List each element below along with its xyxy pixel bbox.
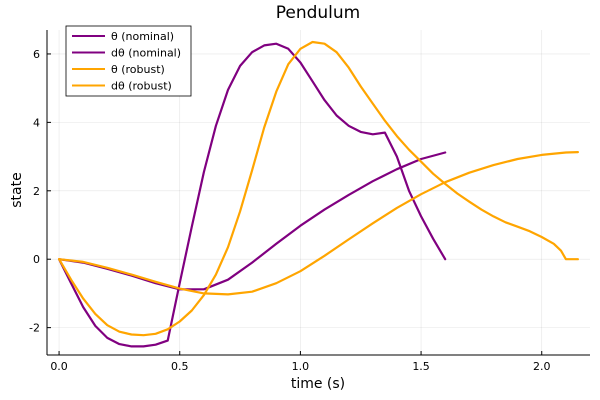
legend-entry: θ (nominal) [111,30,174,43]
x-tick-label: 2.0 [533,360,551,373]
y-tick-label: 2 [33,185,40,198]
y-tick-label: 6 [33,48,40,61]
x-tick-label: 0.0 [50,360,68,373]
axes [46,30,590,356]
y-tick-label: 4 [33,116,40,129]
x-tick-label: 1.0 [292,360,310,373]
series-line-2 [58,42,447,348]
ticks: 0.0 0.5 1.0 1.5 2.0 -2 0 2 4 6 [29,48,550,373]
y-tick-label: 0 [33,253,40,266]
y-axis-label: state [9,172,25,207]
series-line-3 [58,151,579,296]
legend-entry: dθ (nominal) [111,47,181,60]
x-tick-label: 0.5 [171,360,189,373]
x-axis-label: time (s) [291,376,345,392]
legend-entry: θ (robust) [111,63,165,76]
chart-title: Pendulum [276,3,361,23]
series-group [58,40,579,348]
x-tick-label: 1.5 [412,360,430,373]
legend: θ (nominal) dθ (nominal) θ (robust) dθ (rob… [65,25,192,97]
series-line-4 [58,40,579,337]
legend-box [65,25,192,97]
legend-entry: dθ (robust) [111,80,172,93]
y-tick-label: -2 [29,322,40,335]
